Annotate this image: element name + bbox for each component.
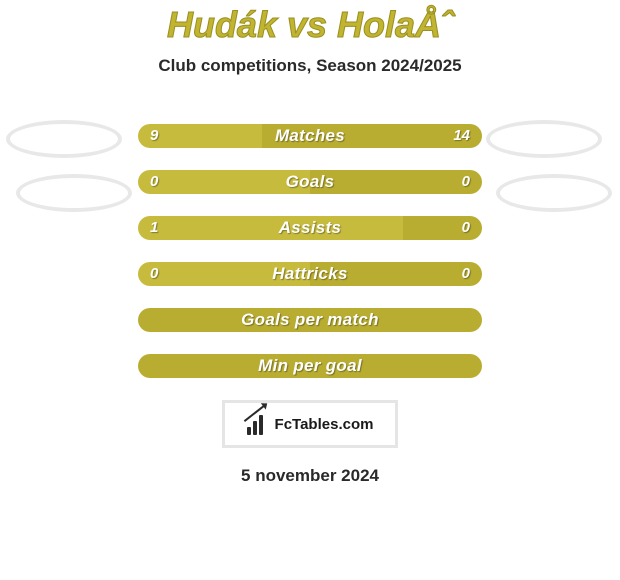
stat-left-fill (138, 216, 403, 240)
stat-right-value: 0 (462, 262, 470, 286)
logo-bars-icon (247, 413, 269, 435)
stat-row: 10Assists (138, 216, 482, 240)
stat-row: 914Matches (138, 124, 482, 148)
stat-left-value: 1 (150, 216, 158, 240)
subtitle: Club competitions, Season 2024/2025 (0, 56, 620, 76)
date-text: 5 november 2024 (0, 466, 620, 486)
stat-label: Min per goal (138, 354, 482, 378)
stat-left-value: 0 (150, 262, 158, 286)
stat-row: Min per goal (138, 354, 482, 378)
stat-right-value: 0 (462, 170, 470, 194)
stat-left-value: 9 (150, 124, 158, 148)
stat-left-value: 0 (150, 170, 158, 194)
stat-row: 00Hattricks (138, 262, 482, 286)
stat-row: Goals per match (138, 308, 482, 332)
stat-left-fill (138, 170, 310, 194)
stat-right-fill (310, 170, 482, 194)
stat-right-fill (310, 262, 482, 286)
top-region: Hudák vs HolaÅˆ Club competitions, Seaso… (0, 0, 620, 400)
player-ellipse-top-right (486, 120, 602, 158)
stat-bars: 914Matches00Goals10Assists00HattricksGoa… (138, 124, 482, 400)
stat-right-fill (262, 124, 482, 148)
comparison-infographic: Hudák vs HolaÅˆ Club competitions, Seaso… (0, 0, 620, 580)
stat-right-value: 14 (453, 124, 470, 148)
logo-text: FcTables.com (275, 416, 374, 433)
stat-left-fill (138, 262, 310, 286)
stat-right-value: 0 (462, 216, 470, 240)
stat-row: 00Goals (138, 170, 482, 194)
title: Hudák vs HolaÅˆ (0, 0, 620, 46)
player-ellipse-bot-left (16, 174, 132, 212)
stat-label: Goals per match (138, 308, 482, 332)
player-ellipse-top-left (6, 120, 122, 158)
player-ellipse-bot-right (496, 174, 612, 212)
stat-right-fill (403, 216, 482, 240)
fctables-logo: FcTables.com (222, 400, 398, 448)
